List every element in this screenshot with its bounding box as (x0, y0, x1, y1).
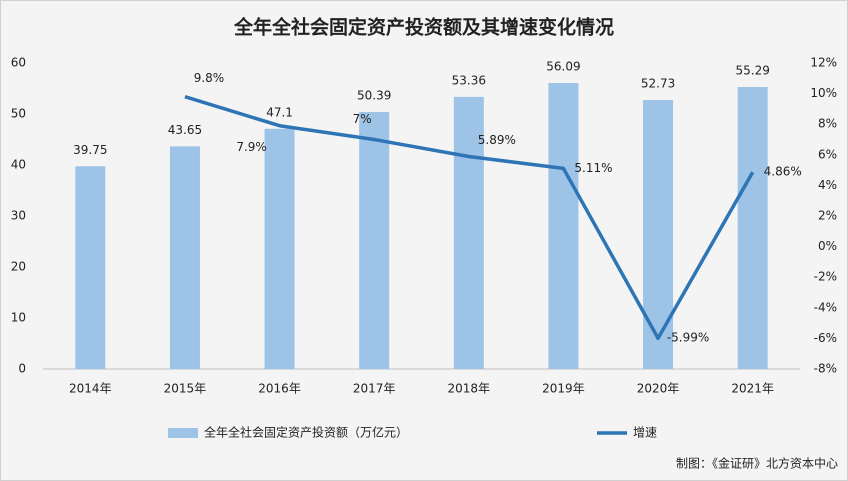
y2-tick-label: 12% (810, 56, 837, 70)
y-tick-label: 40 (11, 158, 26, 172)
x-tick-label: 2015年 (164, 382, 207, 396)
x-tick-label: 2018年 (448, 382, 491, 396)
bar-value-label: 56.09 (546, 59, 580, 73)
bar (264, 128, 295, 369)
line-value-label: 5.11% (574, 161, 612, 175)
y-tick-label: 30 (11, 209, 26, 223)
bar-value-label: 50.39 (357, 89, 391, 103)
chart-title: 全年全社会固定资产投资额及其增速变化情况 (233, 16, 614, 39)
bar-value-label: 47.1 (266, 105, 293, 119)
y-tick-label: 0 (18, 362, 26, 376)
bar-value-label: 53.36 (452, 73, 486, 87)
line-value-label: -5.99% (667, 331, 709, 345)
line (184, 94, 755, 340)
y-tick-label: 20 (11, 260, 26, 274)
y-tick-label: 50 (11, 107, 26, 121)
x-tick-label: 2020年 (637, 382, 680, 396)
y-tick-label: 10 (11, 311, 26, 325)
bar-value-label: 55.29 (736, 64, 770, 78)
bar-value-label: 39.75 (73, 143, 107, 157)
y2-tick-label: -6% (814, 331, 837, 345)
y2-tick-label: -2% (814, 270, 837, 284)
bar (548, 82, 579, 369)
y2-tick-label: -8% (814, 362, 837, 376)
bar-value-label: 52.73 (641, 77, 675, 91)
bar (643, 100, 674, 370)
y2-tick-label: 10% (810, 86, 837, 100)
x-tick-label: 2016年 (258, 382, 301, 396)
bar (169, 146, 200, 369)
bar (359, 112, 390, 370)
x-tick-label: 2019年 (542, 382, 585, 396)
y2-tick-label: 0% (818, 239, 837, 253)
y2-tick-label: 6% (818, 147, 837, 161)
line-value-label: 4.86% (764, 165, 802, 179)
y2-tick-label: 8% (818, 117, 837, 131)
bar-value-label: 43.65 (168, 123, 202, 137)
legend-label: 全年全社会固定资产投资额（万亿元） (204, 425, 408, 440)
line-value-label: 9.8% (194, 71, 225, 85)
x-tick-label: 2017年 (353, 382, 396, 396)
y2-tick-label: 2% (818, 209, 837, 223)
y2-tick-label: 4% (818, 178, 837, 192)
legend-label: 增速 (633, 426, 657, 440)
y-tick-label: 60 (11, 56, 26, 70)
y2-tick-label: -4% (814, 300, 837, 314)
x-tick-label: 2021年 (731, 382, 774, 396)
legend-swatch (168, 428, 198, 438)
source-note: 制图：《金证研》北方资本中心 (676, 456, 838, 471)
line-value-label: 7% (353, 112, 372, 126)
bar (737, 87, 768, 370)
x-tick-label: 2014年 (69, 382, 112, 396)
line-value-label: 7.9% (236, 140, 267, 154)
bar (453, 96, 484, 369)
line-value-label: 5.89% (478, 133, 516, 147)
bar (75, 166, 106, 369)
